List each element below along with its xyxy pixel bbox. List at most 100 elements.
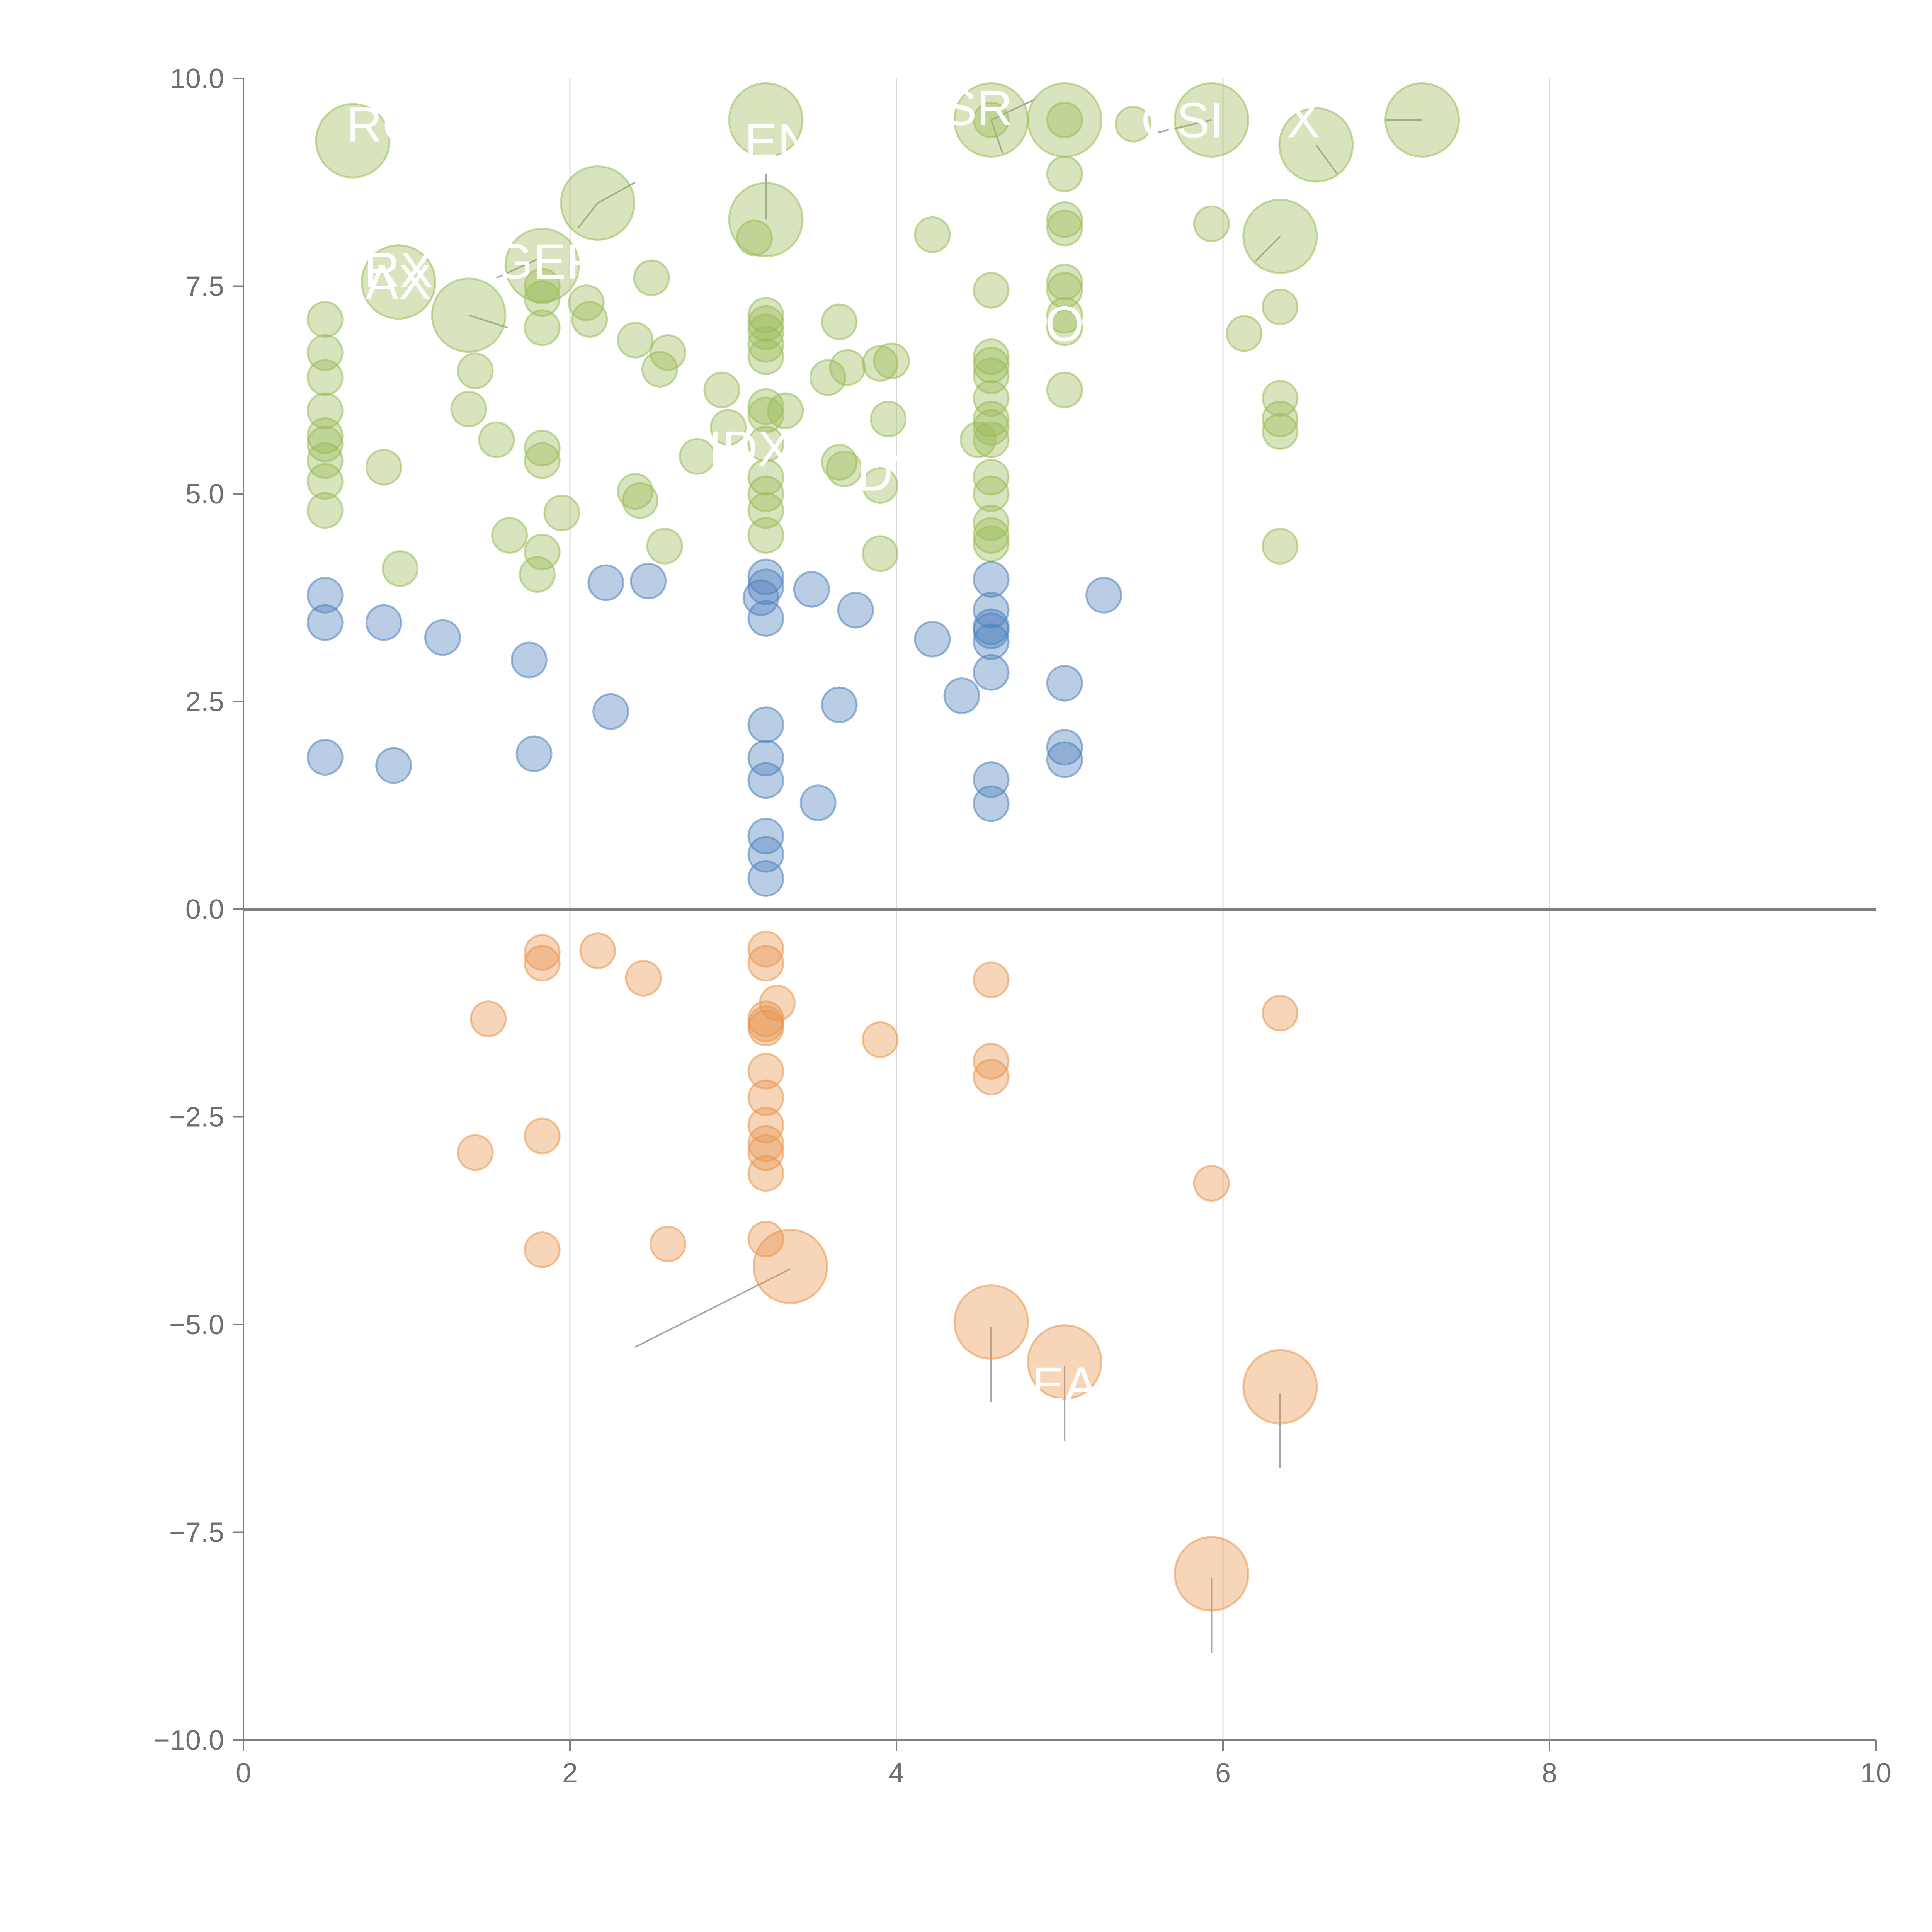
- green-point: [543, 494, 580, 531]
- green-point: [524, 268, 561, 304]
- bubble-label: SR: [944, 80, 1012, 136]
- green-point: [973, 272, 1010, 309]
- green-point: [862, 535, 899, 572]
- green-point: [973, 347, 1010, 384]
- blue-point: [747, 706, 784, 743]
- green-point: [1046, 102, 1083, 138]
- leader-line: [635, 1268, 791, 1348]
- green-point: [728, 182, 804, 257]
- green-point: [703, 371, 740, 408]
- green-point: [821, 303, 858, 340]
- green-point: [306, 417, 344, 454]
- green-point: [306, 392, 344, 429]
- green-point: [767, 392, 804, 429]
- green-point: [457, 352, 494, 389]
- orange-point: [862, 1021, 899, 1058]
- blue-point: [747, 762, 784, 799]
- green-point: [973, 357, 1010, 395]
- green-point: [617, 321, 654, 359]
- green-point: [1262, 401, 1299, 437]
- green-point: [1046, 155, 1083, 192]
- blue-point: [793, 571, 830, 608]
- y-tick-label: 0.0: [185, 894, 224, 925]
- green-point: [524, 534, 561, 570]
- green-point: [306, 463, 344, 500]
- x-tick-label: 2: [562, 1758, 578, 1789]
- green-point: [571, 301, 608, 338]
- orange-point: [953, 1284, 1029, 1360]
- green-point: [747, 313, 784, 350]
- blue-point: [424, 619, 461, 656]
- blue-point: [515, 735, 553, 772]
- green-point: [829, 349, 866, 386]
- green-point: [1115, 105, 1152, 143]
- green-point: [747, 425, 784, 463]
- blue-point: [973, 654, 1010, 691]
- leader-line: [468, 314, 509, 328]
- green-point: [504, 228, 580, 303]
- y-tick-label: 10.0: [170, 63, 224, 94]
- green-point: [1262, 413, 1299, 450]
- green-point: [1262, 527, 1299, 565]
- orange-point: [747, 1155, 784, 1192]
- green-point: [450, 391, 487, 428]
- blue-point: [914, 621, 951, 658]
- blue-point: [821, 686, 858, 723]
- green-point: [862, 345, 899, 382]
- y-tick-label: 5.0: [185, 479, 224, 510]
- orange-point: [1027, 1324, 1102, 1400]
- orange-point: [524, 945, 561, 982]
- axes: 10.0 7.5 5.0 2.5 0.0 −2.5 −5.0 −7.5 −10.0 0 2 4 6 8 10: [154, 63, 1891, 1789]
- green-point: [973, 338, 1010, 375]
- green-point: [1046, 371, 1083, 408]
- orange-point: [1173, 1536, 1249, 1612]
- green-point: [1046, 209, 1083, 247]
- y-tick-label: −10.0: [154, 1725, 224, 1756]
- green-point: [524, 442, 561, 479]
- green-point: [679, 438, 716, 475]
- blue-point: [973, 785, 1010, 822]
- green-point: [306, 301, 344, 338]
- orange-point: [579, 932, 616, 969]
- green-point: [306, 492, 344, 529]
- green-point: [973, 380, 1010, 417]
- green-point: [862, 467, 899, 504]
- green-point: [1262, 288, 1299, 325]
- green-point: [524, 280, 561, 317]
- x-tick-label: 8: [1542, 1758, 1557, 1789]
- bubble-label: EN: [745, 114, 813, 169]
- y-tick-label: −5.0: [169, 1310, 224, 1340]
- bubble-label: IDX: [708, 421, 791, 476]
- y-tick-label: 7.5: [185, 271, 224, 302]
- blue-point: [592, 693, 629, 730]
- green-point: [728, 82, 804, 158]
- green-point: [560, 165, 636, 241]
- green-point: [873, 342, 910, 379]
- x-tick-label: 6: [1215, 1758, 1231, 1789]
- green-point: [524, 430, 561, 467]
- y-tick-label: −7.5: [169, 1517, 224, 1548]
- green-point: [519, 556, 556, 593]
- green-point: [821, 444, 858, 481]
- green-point: [365, 449, 402, 486]
- orange-point: [470, 1000, 507, 1037]
- green-point: [747, 492, 784, 529]
- green-point: [361, 244, 436, 320]
- blue-point: [973, 561, 1010, 598]
- green-point: [646, 527, 683, 565]
- green-point: [973, 421, 1010, 458]
- green-point: [747, 305, 784, 342]
- leader-line: [1255, 236, 1281, 262]
- blue-point: [365, 604, 402, 641]
- blue-point: [973, 612, 1010, 650]
- x-tick-label: 10: [1861, 1758, 1891, 1789]
- orange-point: [747, 1134, 784, 1171]
- orange-point: [1193, 1165, 1230, 1202]
- orange-point: [747, 945, 784, 982]
- blue-point: [943, 677, 980, 714]
- blue-point: [630, 563, 667, 600]
- leader-line: [577, 202, 599, 229]
- blue-point: [837, 592, 874, 629]
- blue-point: [799, 784, 837, 821]
